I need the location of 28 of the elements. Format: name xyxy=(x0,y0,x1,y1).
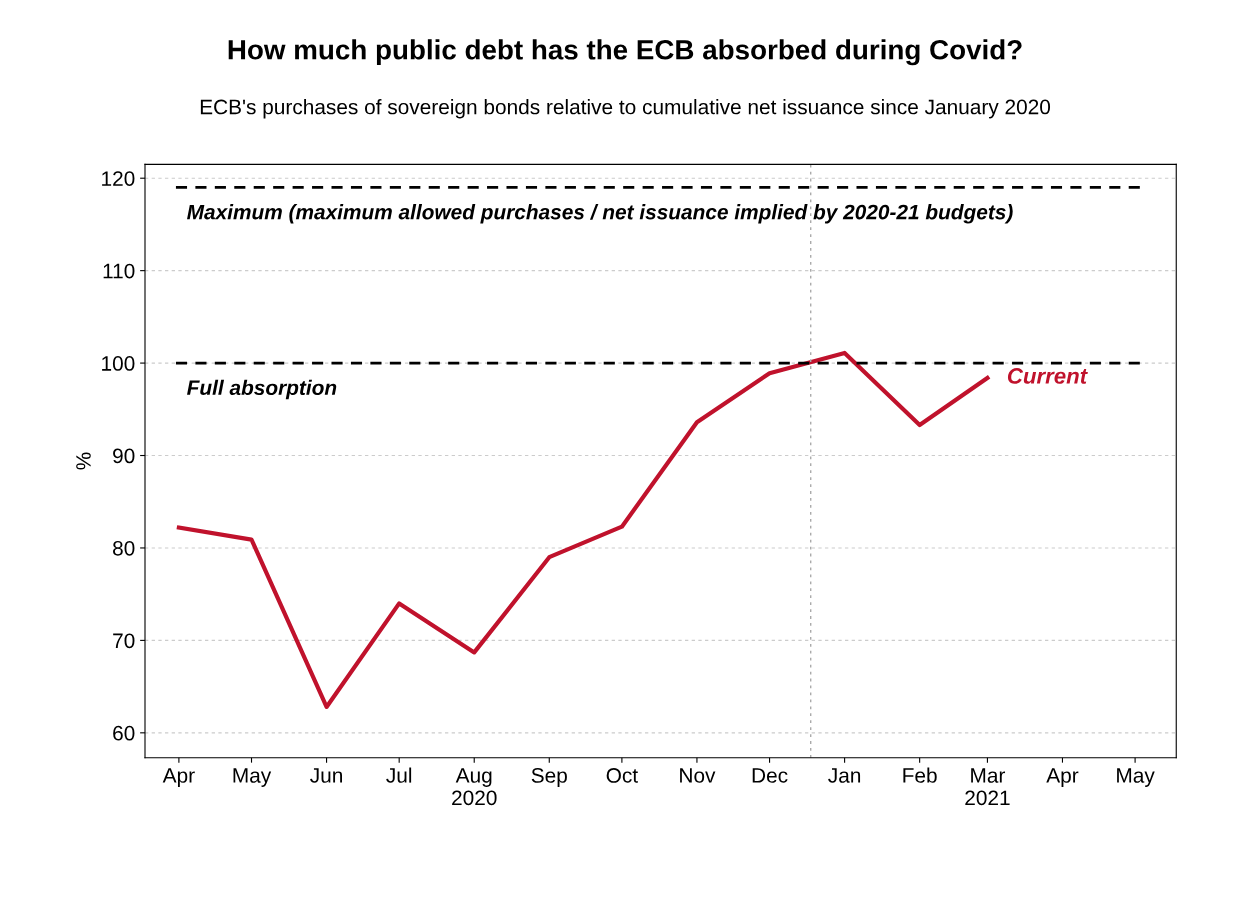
chart-subtitle: ECB's purchases of sovereign bonds relative to cumulative net issuance since January 2020 xyxy=(200,99,1051,119)
x-tick-label: Jun xyxy=(310,768,342,783)
x-tick-label: Feb xyxy=(903,767,937,783)
x-tick-label: Jul xyxy=(386,767,412,783)
x-tick-label: Nov xyxy=(680,768,716,783)
line-series xyxy=(176,350,990,710)
ref-line-label: Maximum (maximum allowed purchases / net issuance implied by 2020-21 budgets) xyxy=(187,204,1013,224)
x-tick-label: Sep xyxy=(531,768,567,787)
series-label: Current xyxy=(1007,368,1088,384)
x-tick-label: May xyxy=(233,768,272,787)
y-tick-label: 90 xyxy=(113,448,135,464)
y-tick-label: 100 xyxy=(102,356,135,371)
y-tick-label: 70 xyxy=(113,633,135,649)
x-tick-label: Oct xyxy=(606,768,638,783)
x-tick-label: Aug 2020 xyxy=(452,768,497,806)
x-tick-label: Mar 2021 xyxy=(965,768,1010,806)
y-axis-title: % xyxy=(76,452,91,470)
y-tick-label: 110 xyxy=(103,263,135,279)
x-tick-label: May xyxy=(1117,768,1155,787)
ref-line-label: Full absorption xyxy=(187,379,337,400)
x-tick-label: Jan xyxy=(828,768,861,783)
x-tick-label: Apr xyxy=(162,768,195,787)
y-tick-label: 80 xyxy=(113,540,135,556)
x-tick-label: Dec xyxy=(752,768,788,783)
x-tick-label: Apr xyxy=(1046,768,1079,787)
y-tick-label: 120 xyxy=(102,171,135,186)
chart-title: How much public debt has the ECB absorbed during Covid? xyxy=(228,39,1022,66)
y-tick-label: 60 xyxy=(113,725,135,741)
